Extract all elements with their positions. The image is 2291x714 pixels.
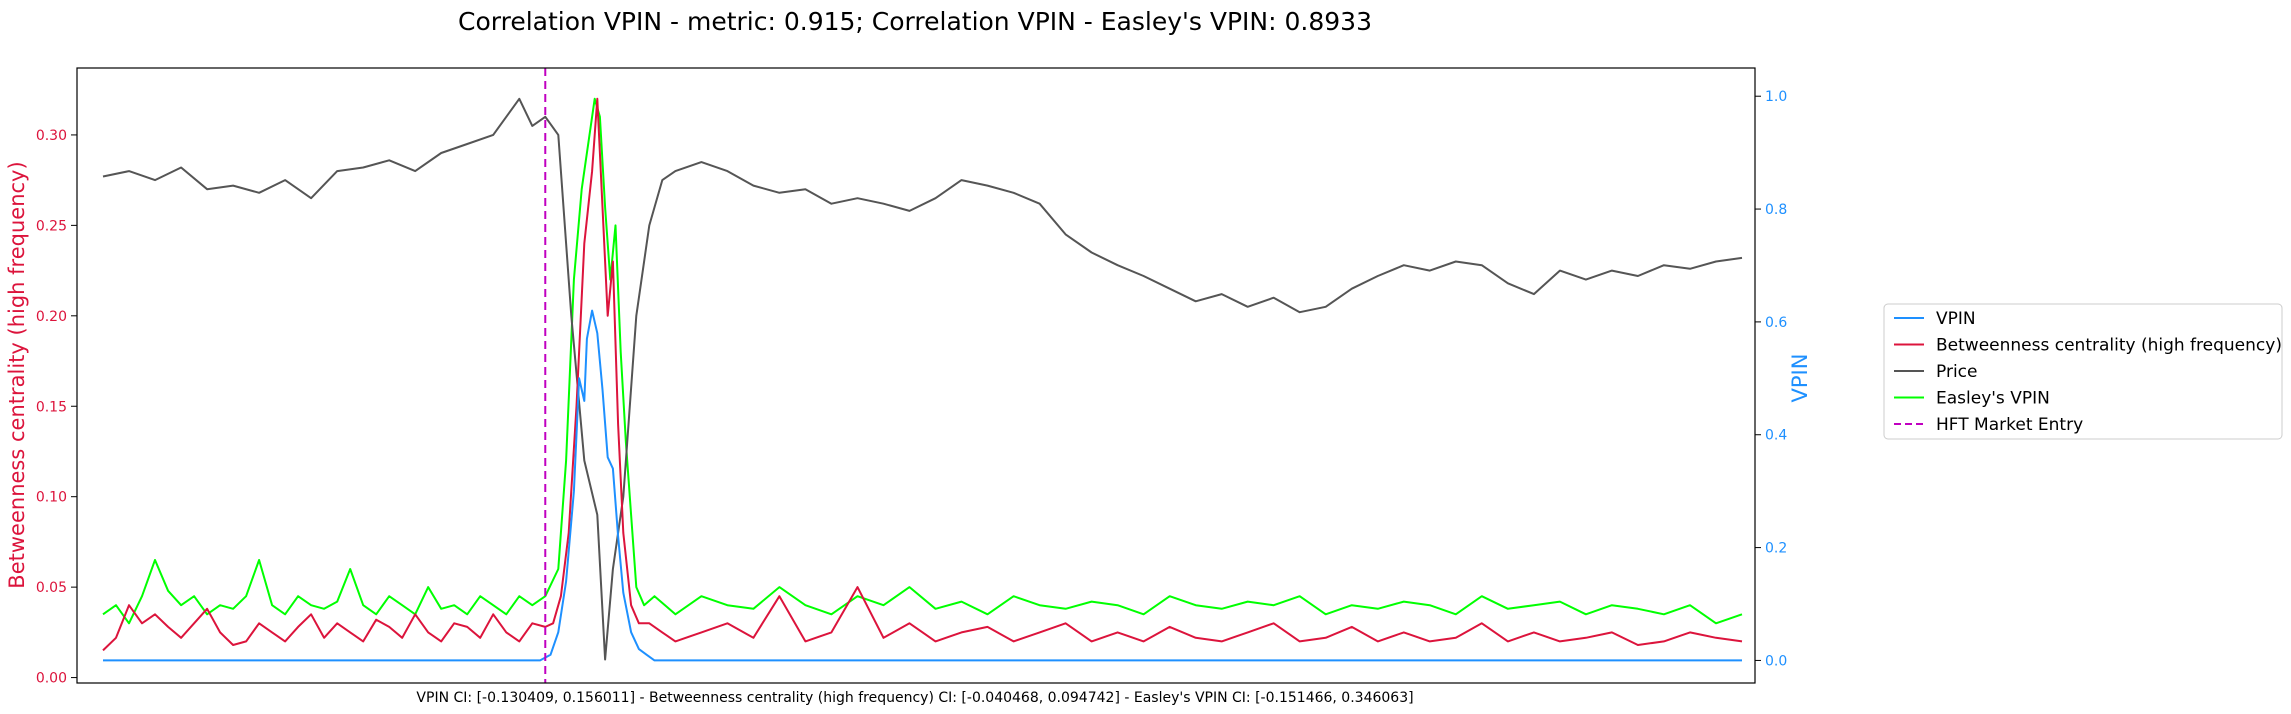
left-tick-label: 0.00 bbox=[36, 671, 67, 687]
plot-frame bbox=[76, 67, 1756, 684]
right-axis-label: VPIN bbox=[1788, 354, 1812, 403]
legend-label-vpin: VPIN bbox=[1936, 309, 1976, 329]
legend-label-hft-market-entry: HFT Market Entry bbox=[1936, 415, 2083, 435]
left-tick-label: 0.20 bbox=[36, 309, 67, 325]
right-tick-label: 1.0 bbox=[1765, 89, 1787, 105]
chart-title: Correlation VPIN - metric: 0.915; Correl… bbox=[458, 7, 1372, 36]
legend: VPIN Betweenness centrality (high frequen… bbox=[1883, 303, 2283, 440]
right-tick-label: 0.8 bbox=[1765, 202, 1787, 218]
series-line-easley-s-vpin bbox=[102, 97, 1743, 625]
right-axis: 0.0 0.2 0.4 0.6 0.8 1.0 bbox=[1755, 89, 1787, 669]
series-line-vpin bbox=[103, 309, 1742, 662]
left-tick-label: 0.05 bbox=[36, 580, 67, 596]
left-tick-label: 0.30 bbox=[36, 128, 67, 144]
plot-area bbox=[102, 68, 1743, 683]
right-tick-label: 0.4 bbox=[1765, 428, 1787, 444]
right-tick-label: 0.6 bbox=[1765, 315, 1787, 331]
series-line-betweenness-centrality-high-frequency bbox=[102, 97, 1743, 652]
right-tick-label: 0.2 bbox=[1765, 541, 1787, 557]
left-tick-label: 0.25 bbox=[36, 218, 67, 234]
legend-label-betweenness-centrality-high-frequency: Betweenness centrality (high frequency) bbox=[1936, 336, 2282, 356]
legend-label-price: Price bbox=[1936, 362, 1977, 382]
series-line-price bbox=[102, 97, 1743, 661]
right-tick-label: 0.0 bbox=[1765, 653, 1787, 669]
left-tick-label: 0.15 bbox=[36, 399, 67, 415]
left-axis: 0.00 0.05 0.10 0.15 0.20 0.25 0.30 bbox=[36, 128, 77, 687]
legend-box bbox=[1883, 303, 2283, 440]
x-axis-label: VPIN CI: [-0.130409, 0.156011] - Between… bbox=[416, 690, 1413, 706]
left-tick-label: 0.10 bbox=[36, 490, 67, 506]
legend-label-easley-s-vpin: Easley's VPIN bbox=[1936, 389, 2050, 409]
left-axis-label: Betweenness centrality (high frequency) bbox=[5, 161, 29, 588]
